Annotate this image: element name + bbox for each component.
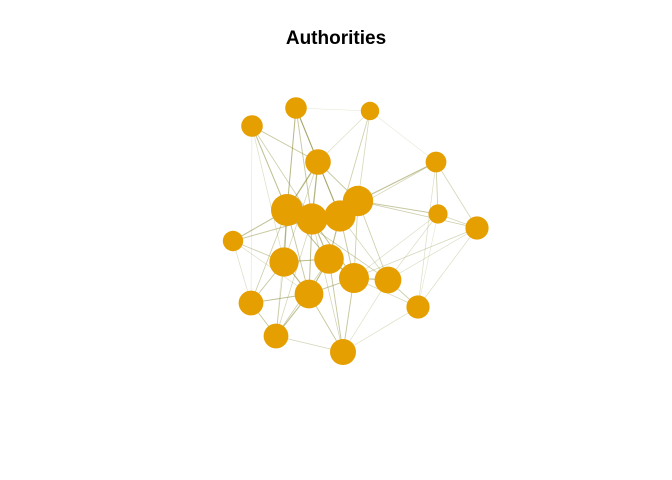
edge-n14-n21 [328, 258, 344, 353]
edge-n16-n21 [342, 279, 389, 353]
edge-n12-n19 [417, 227, 478, 308]
node-n20 [263, 323, 289, 349]
node-n10 [425, 151, 447, 173]
edge-n7-n20 [275, 218, 313, 337]
edge-n1-n7 [251, 125, 313, 220]
edge-n6-n17 [250, 209, 288, 304]
node-n19 [406, 295, 430, 319]
edge-n10-n12 [435, 161, 478, 229]
edge-n9-n12 [357, 200, 478, 229]
node-n1 [241, 115, 263, 137]
edge-n2-n7 [295, 107, 313, 220]
edge-n1-n17 [250, 125, 253, 304]
node-n3 [360, 101, 380, 121]
node-layer [222, 97, 489, 365]
edge-n11-n19 [417, 213, 439, 308]
edge-n10-n19 [417, 161, 437, 308]
edge-n2-n6 [286, 107, 297, 211]
node-n12 [465, 216, 489, 240]
edge-n2-n3 [295, 107, 371, 112]
node-n5 [222, 230, 244, 252]
edge-n12-n15 [353, 227, 478, 279]
node-n9 [342, 185, 374, 217]
node-n11 [428, 204, 448, 224]
node-n4 [305, 149, 331, 175]
node-n15 [339, 263, 369, 293]
node-n21 [330, 339, 356, 365]
chart-title: Authorities [285, 28, 387, 49]
node-n14 [314, 244, 344, 274]
edge-n1-n13 [251, 125, 285, 263]
edge-layer [232, 107, 478, 353]
node-n17 [238, 290, 264, 316]
edge-n11-n16 [387, 213, 439, 281]
node-n7 [296, 203, 328, 235]
edge-n11-n15 [353, 213, 439, 279]
node-n18 [294, 279, 324, 309]
node-n13 [269, 247, 299, 277]
edge-n19-n21 [342, 306, 419, 353]
edge-n7-n21 [311, 218, 344, 353]
node-n6 [271, 194, 303, 226]
edge-n3-n10 [369, 110, 437, 163]
node-n2 [285, 97, 307, 119]
node-n16 [374, 266, 402, 294]
edge-n12-n16 [387, 227, 478, 281]
